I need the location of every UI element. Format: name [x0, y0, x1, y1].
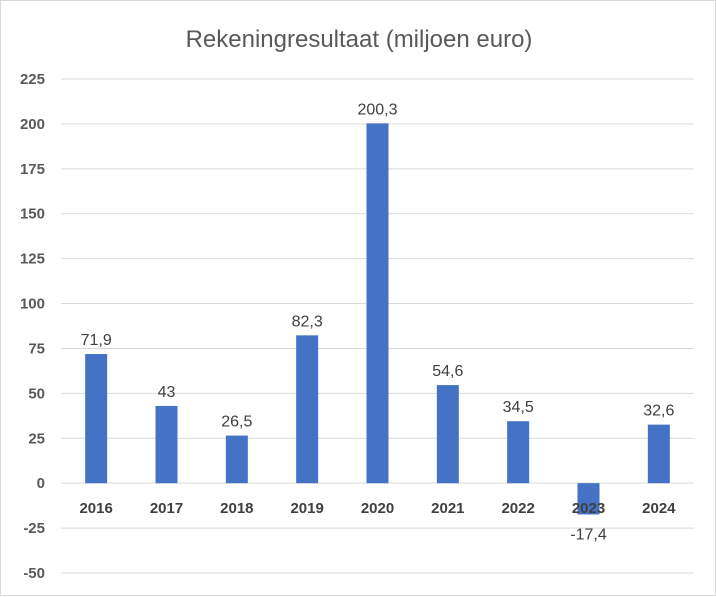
- y-tick-label: 75: [28, 340, 45, 357]
- x-tick-label: 2020: [361, 500, 394, 517]
- x-tick-label: 2017: [150, 500, 183, 517]
- bar-2023: [577, 483, 600, 515]
- data-label-2024: 32,6: [643, 403, 674, 420]
- data-label-2017: 43: [158, 384, 176, 401]
- data-label-2020: 200,3: [357, 101, 397, 118]
- bar-2021: [436, 385, 459, 484]
- bar-2017: [155, 405, 178, 484]
- x-tick-label: 2023: [572, 500, 605, 517]
- y-tick-label: 0: [37, 475, 45, 492]
- x-tick-label: 2018: [220, 500, 253, 517]
- data-labels: 71,9 43 26,5 82,3 200,3 54,6 34,5 -17,4 32,6: [81, 101, 675, 543]
- x-tick-label: 2016: [79, 500, 112, 517]
- y-tick-label: 125: [20, 251, 45, 268]
- data-label-2016: 71,9: [81, 332, 112, 349]
- x-tick-label: 2022: [501, 500, 534, 517]
- data-label-2019: 82,3: [292, 313, 323, 330]
- bars: [85, 123, 670, 515]
- bar-2016: [85, 354, 108, 484]
- x-tick-label: 2019: [290, 500, 323, 517]
- bar-2019: [296, 335, 319, 484]
- x-tick-label: 2021: [431, 500, 464, 517]
- y-tick-label: -25: [23, 520, 45, 537]
- data-label-2022: 34,5: [503, 399, 534, 416]
- y-tick-label: 100: [20, 296, 45, 313]
- bar-2018: [225, 435, 248, 484]
- y-tick-label: 25: [28, 430, 45, 447]
- y-tick-label: 50: [28, 385, 45, 402]
- y-tick-label: 150: [20, 206, 45, 223]
- y-tick-label: 175: [20, 161, 45, 178]
- data-label-2018: 26,5: [221, 414, 252, 431]
- y-tick-label: 225: [20, 71, 45, 88]
- x-tick-label: 2024: [642, 500, 676, 517]
- x-axis-ticks: 2016 2017 2018 2019 2020 2021 2022 2023 2024: [79, 500, 676, 517]
- y-tick-label: -50: [23, 565, 45, 582]
- bar-2020: [366, 123, 389, 484]
- data-label-2023: -17,4: [570, 526, 607, 543]
- chart-title: Rekeningresultaat (miljoen euro): [186, 26, 533, 53]
- bar-2024: [647, 424, 670, 484]
- bar-2022: [507, 421, 530, 484]
- data-label-2021: 54,6: [432, 363, 463, 380]
- y-tick-label: 200: [20, 116, 45, 133]
- y-axis-ticks: 225 200 175 150 125 100 75 50 25 0 -25 -50: [20, 71, 45, 582]
